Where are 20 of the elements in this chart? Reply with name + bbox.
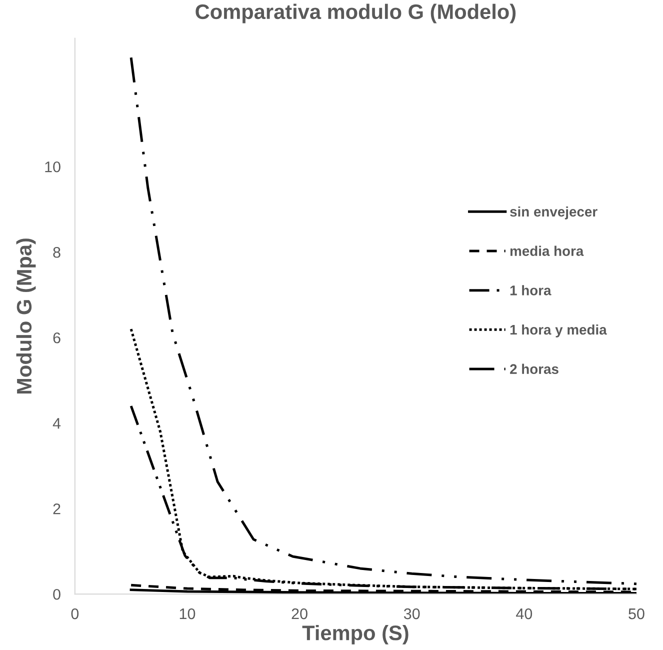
- x-tick-label: 20: [292, 608, 308, 620]
- x-tick-label: 40: [516, 608, 532, 620]
- legend-label: 1 hora y media: [510, 324, 607, 338]
- y-axis-title: Modulo G (Mpa): [16, 238, 36, 394]
- x-tick-label: 30: [404, 608, 420, 620]
- y-tick-label: 4: [52, 418, 61, 429]
- x-tick-label: 50: [628, 608, 644, 620]
- legend-label: sin envejecer: [510, 206, 598, 220]
- x-axis-title: Tiempo (S): [302, 625, 408, 644]
- y-tick-label: 6: [53, 332, 60, 344]
- chart-title: Comparativa modulo G (Modelo): [196, 4, 516, 24]
- legend-label: 1 hora: [510, 285, 552, 296]
- y-tick-label: 8: [53, 246, 60, 258]
- x-tick-label: 0: [71, 608, 79, 620]
- legend-label: 2 horas: [510, 364, 558, 374]
- y-tick-label: 2: [53, 503, 60, 514]
- legend-label: media hora: [510, 246, 584, 256]
- y-tick-label: 0: [53, 588, 60, 600]
- y-tick-label: 10: [45, 161, 60, 172]
- x-tick-label: 10: [180, 608, 196, 620]
